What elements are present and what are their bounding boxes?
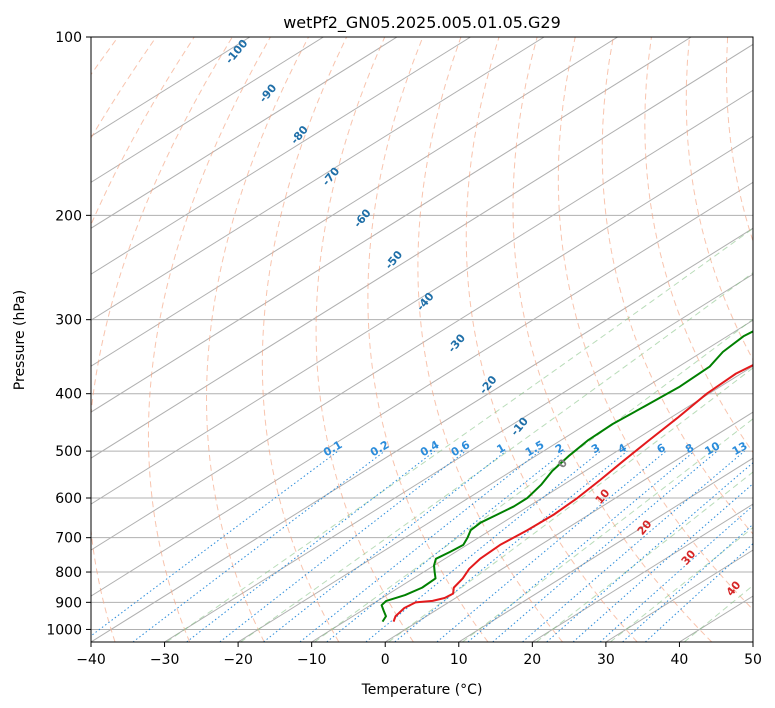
x-tick-label: 40 (670, 652, 688, 668)
mixing-ratio-line (436, 450, 667, 642)
isotherm-line (311, 365, 753, 642)
y-axis-label: Pressure (hPa) (12, 290, 28, 390)
isotherm-line (164, 273, 753, 642)
isotherm-line (91, 37, 471, 275)
mixing-ratio-line (132, 450, 386, 642)
moist-adiabat-line (536, 471, 753, 642)
moist-adiabat-line (314, 318, 753, 642)
chart-title: wetPf2_GN05.2025.005.01.05.G29 (283, 13, 561, 33)
dry-adiabat-line (557, 37, 753, 611)
y-tick-label: 400 (55, 387, 82, 403)
isotherm-line (91, 37, 324, 183)
y-tick-label: 500 (55, 444, 82, 460)
mixing-ratio-line (326, 450, 565, 642)
isotherm-line (237, 319, 753, 642)
dry-adiabat-line (206, 37, 309, 642)
x-tick-label: −30 (150, 652, 180, 668)
dry-adiabat-line (91, 37, 233, 642)
x-tick-label: 30 (597, 652, 615, 668)
moist-adiabat-line (462, 418, 753, 642)
isotherm-line (91, 37, 398, 229)
x-tick-label: 50 (744, 652, 762, 668)
isotherm-line (91, 89, 753, 505)
moist-adiabat-line (240, 272, 753, 642)
isotherm-line (91, 135, 753, 551)
background-lines (91, 37, 753, 642)
x-tick-label: −10 (297, 652, 327, 668)
isotherm-line (91, 37, 545, 321)
dewpoint-profile-line (380, 330, 753, 623)
dry-adiabat-line (601, 37, 753, 535)
y-tick-label: 900 (55, 595, 82, 611)
mixing-ratio-line (546, 462, 753, 642)
x-tick-label: 0 (381, 652, 390, 668)
profile-series (380, 330, 753, 623)
moist-adiabat-line (166, 227, 753, 642)
mixing-ratio-line (299, 450, 541, 642)
y-tick-label: 1000 (46, 622, 82, 638)
mixing-ratio-line (622, 523, 753, 642)
isotherm-line (91, 37, 618, 367)
y-tick-label: 600 (55, 491, 82, 507)
isotherm-line (91, 181, 753, 597)
dry-adiabat-line (261, 37, 348, 642)
isotherm-line (91, 43, 753, 459)
y-tick-label: 300 (55, 313, 82, 329)
y-tick-label: 100 (55, 30, 82, 46)
mixing-ratio-label: 16 (752, 439, 772, 458)
x-axis: −40 −30 −20 −10 0 10 20 30 40 50 (76, 642, 762, 668)
x-tick-label: −40 (76, 652, 106, 668)
dry-adiabat-line (417, 37, 563, 642)
mixing-ratio-line (219, 450, 466, 642)
dry-adiabat-line (685, 37, 753, 361)
mixing-ratio-line (467, 450, 695, 642)
isotherm-line (458, 457, 753, 642)
x-tick-label: 20 (523, 652, 541, 668)
plot-frame (90, 36, 754, 643)
x-tick-label: 10 (450, 652, 468, 668)
y-axis: 100 200 300 400 500 600 700 800 900 1000 (46, 30, 91, 638)
y-tick-label: 800 (55, 565, 82, 581)
temperature-profile-line (392, 363, 753, 622)
x-axis-label: Temperature (°C) (361, 682, 483, 698)
mixing-ratio-line (599, 505, 753, 642)
y-tick-label: 700 (55, 531, 82, 547)
x-tick-label: −20 (223, 652, 253, 668)
mixing-ratio-line (394, 450, 628, 642)
dry-adiabat-line (315, 37, 414, 642)
isotherm-line (91, 227, 753, 642)
isotherm-line (384, 411, 753, 642)
isotherm-line (91, 37, 692, 413)
isotherm-line (532, 503, 753, 642)
dry-adiabat-line (147, 37, 271, 642)
y-tick-label: 200 (55, 208, 82, 224)
dry-adiabat-line (367, 37, 489, 642)
